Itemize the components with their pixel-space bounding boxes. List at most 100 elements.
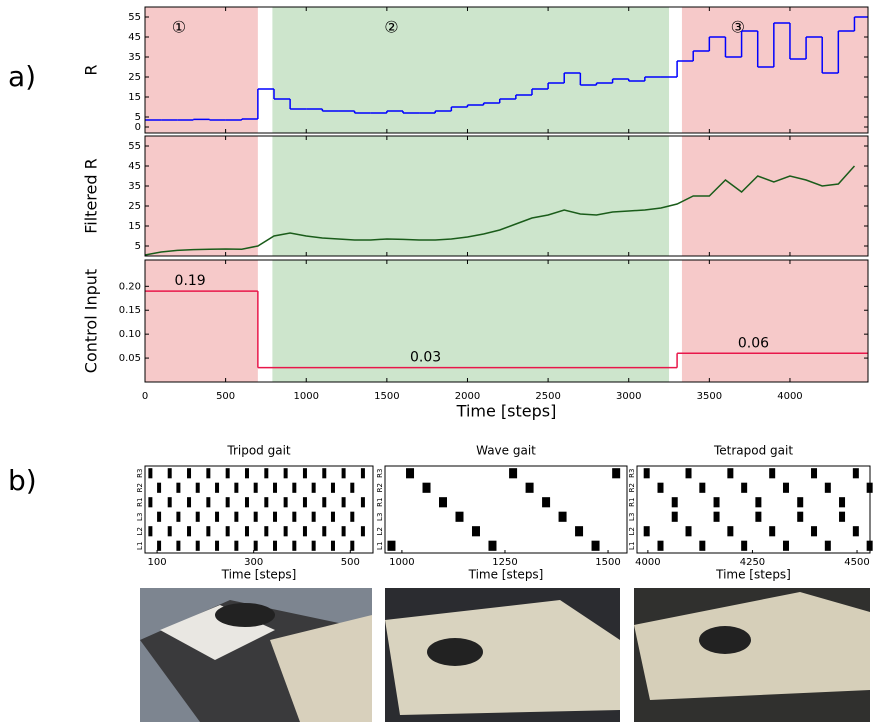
stance-bar <box>225 497 230 508</box>
stance-bar <box>273 482 278 493</box>
chart-title: Tripod gait <box>226 444 291 458</box>
data-label: 0.03 <box>410 350 441 366</box>
stance-bar <box>157 540 162 551</box>
region-label: ① <box>172 18 186 37</box>
stance-bar <box>264 526 269 537</box>
stance-bar <box>360 468 365 479</box>
stance-bar <box>206 468 211 479</box>
stance-bar <box>225 526 230 537</box>
panel-label: b) <box>8 464 37 497</box>
stance-bar <box>471 526 480 537</box>
stance-bar <box>769 468 776 479</box>
stance-bar <box>148 526 153 537</box>
x-tick-label: 300 <box>244 557 263 568</box>
plot-frame <box>144 465 374 554</box>
panel-label: a) <box>8 60 36 93</box>
stance-bar <box>244 526 249 537</box>
plot-frame <box>144 135 869 257</box>
y-tick-label: R3 <box>136 469 144 478</box>
y-tick-label: 35 <box>128 181 141 192</box>
stance-bar <box>311 540 316 551</box>
stance-bar <box>727 526 734 537</box>
photo <box>385 588 620 722</box>
stance-bar <box>195 482 200 493</box>
stance-bar <box>187 468 192 479</box>
stance-bar <box>360 526 365 537</box>
x-tick-label: 4000 <box>635 557 660 568</box>
stance-bar <box>657 482 664 493</box>
x-tick-label: 1500 <box>374 391 399 402</box>
x-tick-label: 500 <box>216 391 235 402</box>
stance-bar <box>167 526 172 537</box>
stance-bar <box>350 511 355 522</box>
stance-bar <box>782 482 789 493</box>
stance-bar <box>176 511 181 522</box>
stance-bar <box>195 540 200 551</box>
y-tick-label: R2 <box>136 483 144 492</box>
y-tick-label: 45 <box>128 32 141 43</box>
stance-bar <box>253 540 258 551</box>
y-tick-label: L2 <box>136 527 144 535</box>
stance-bar <box>866 540 873 551</box>
y-tick-label: L1 <box>628 542 636 550</box>
x-tick-label: 4250 <box>740 557 765 568</box>
stance-bar <box>350 540 355 551</box>
stance-bar <box>148 497 153 508</box>
y-tick-label: 15 <box>128 92 141 103</box>
x-tick-label: 4000 <box>777 391 802 402</box>
stance-bar <box>234 482 239 493</box>
region <box>681 7 868 133</box>
stance-bar <box>439 497 448 508</box>
plot-frame <box>384 465 628 554</box>
stance-bar <box>225 468 230 479</box>
stance-bar <box>273 511 278 522</box>
plot-frame <box>636 465 871 554</box>
stance-bar <box>157 482 162 493</box>
stance-bar <box>422 482 431 493</box>
stance-bar <box>387 540 396 551</box>
stance-bar <box>302 497 307 508</box>
x-axis-label: Time [steps] <box>715 568 791 582</box>
stance-bar <box>350 482 355 493</box>
stance-bar <box>195 511 200 522</box>
stance-bar <box>206 497 211 508</box>
stance-bar <box>713 497 720 508</box>
stance-bar <box>302 526 307 537</box>
stance-bar <box>671 497 678 508</box>
stance-bar <box>283 468 288 479</box>
stance-bar <box>657 540 664 551</box>
stance-bar <box>330 482 335 493</box>
x-tick-label: 4500 <box>844 557 869 568</box>
stance-bar <box>167 497 172 508</box>
stance-bar <box>727 468 734 479</box>
stance-bar <box>811 468 818 479</box>
region <box>145 136 258 256</box>
stance-bar <box>671 511 678 522</box>
stance-bar <box>769 526 776 537</box>
stance-bar <box>311 482 316 493</box>
y-tick-label: L3 <box>376 513 384 521</box>
stance-bar <box>341 468 346 479</box>
stance-bar <box>866 482 873 493</box>
stance-bar <box>244 468 249 479</box>
stance-bar <box>852 526 859 537</box>
stance-bar <box>782 540 789 551</box>
x-tick-label: 2500 <box>535 391 560 402</box>
stance-bar <box>283 526 288 537</box>
y-tick-label: 55 <box>128 12 141 23</box>
y-tick-label: 25 <box>128 201 141 212</box>
y-tick-label: R1 <box>136 498 144 507</box>
stance-bar <box>330 511 335 522</box>
x-tick-label: 0 <box>142 391 148 402</box>
y-tick-label: 5 <box>135 241 141 252</box>
y-tick-label: R2 <box>628 483 636 492</box>
stance-bar <box>741 482 748 493</box>
y-tick-label: L1 <box>376 542 384 550</box>
y-tick-label: R2 <box>376 483 384 492</box>
stance-bar <box>330 540 335 551</box>
stance-bar <box>264 468 269 479</box>
stance-bar <box>699 540 706 551</box>
stance-bar <box>839 511 846 522</box>
y-tick-label: 45 <box>128 161 141 172</box>
stance-bar <box>406 468 415 479</box>
